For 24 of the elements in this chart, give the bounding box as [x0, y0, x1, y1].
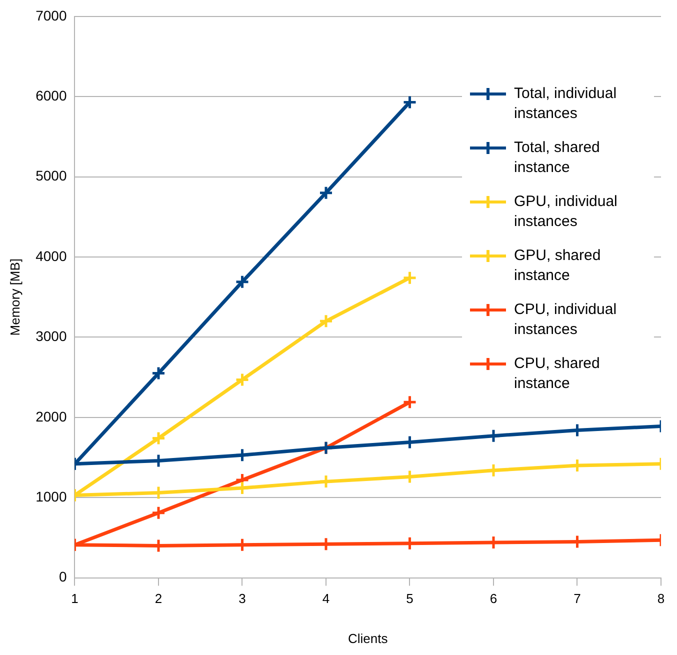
y-tick-label: 1000 — [36, 488, 67, 504]
y-tick-label: 0 — [58, 568, 67, 585]
x-tick-label: 5 — [406, 591, 414, 606]
legend-label: Total, shared instance — [514, 138, 601, 178]
x-tick-label: 1 — [71, 591, 78, 606]
legend-label: CPU, individual instances — [514, 300, 618, 340]
y-tick-label: 5000 — [36, 168, 67, 184]
legend-label: CPU, shared instance — [514, 354, 601, 394]
y-tick-label: 7000 — [36, 7, 67, 24]
x-tick-label: 2 — [154, 591, 162, 606]
y-axis-title: Memory [MB] — [7, 258, 22, 336]
y-tick-label: 3000 — [36, 328, 67, 344]
y-tick-label: 6000 — [36, 87, 67, 104]
y-tick-label: 2000 — [36, 408, 67, 424]
x-tick-label: 8 — [657, 591, 665, 606]
x-tick-label: 6 — [490, 591, 498, 606]
x-axis-title: Clients — [348, 630, 388, 646]
legend-label: GPU, shared instance — [514, 246, 602, 286]
x-tick-label: 7 — [574, 591, 581, 606]
legend-label: GPU, individual instances — [514, 192, 618, 232]
x-tick-label: 4 — [322, 591, 330, 606]
y-tick-label: 4000 — [36, 248, 67, 264]
legend-label: Total, individual instances — [514, 84, 618, 124]
x-tick-label: 3 — [238, 591, 246, 606]
